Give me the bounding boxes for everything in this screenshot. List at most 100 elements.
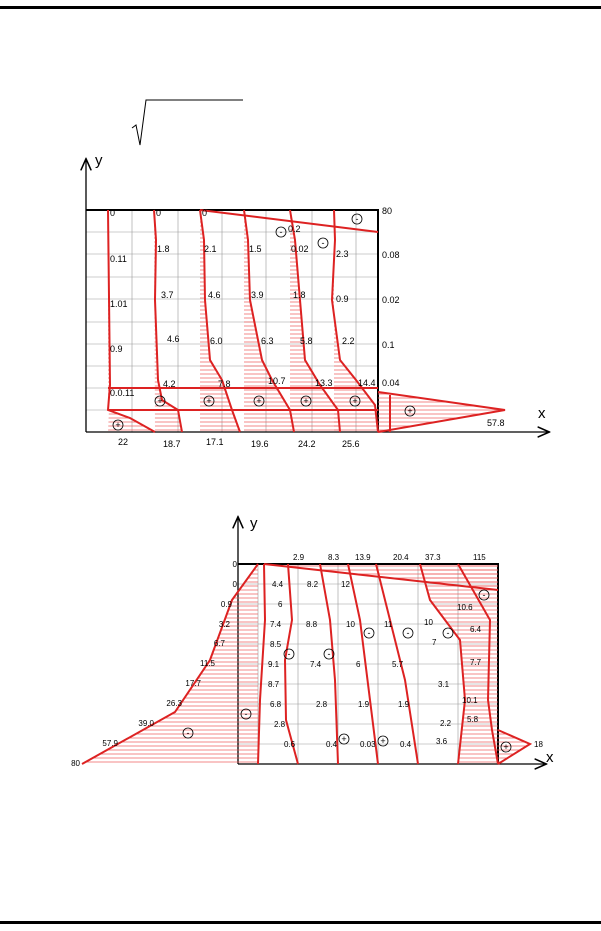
d1-plus-1: + [157, 396, 162, 406]
d2-minus-7: - [187, 728, 190, 738]
d2-c2-3: 2.8 [316, 700, 328, 709]
d1-c3-1: 4.6 [208, 290, 221, 300]
d2-minus-4: - [328, 649, 331, 659]
d2-minus-1: - [447, 628, 450, 638]
d2-c1-5: 8.7 [268, 680, 280, 689]
d2-c4-2: 1.9 [398, 700, 410, 709]
d2-x-axis-label: x [546, 749, 554, 766]
d1-b-2: 17.1 [206, 437, 224, 447]
d2-c2-2: 7.4 [310, 660, 322, 669]
d1-c1-2: 0.9 [110, 344, 123, 354]
d2-left-4: 6.7 [214, 639, 226, 648]
d1-minus-2: - [356, 214, 359, 224]
d2-c1-3: 8.5 [270, 640, 282, 649]
bottom-rule [0, 921, 601, 924]
d1-x-axis-label: x [538, 405, 546, 422]
d1-plus-0: + [115, 420, 120, 430]
d2-c2-1: 8.8 [306, 620, 318, 629]
d2-plus-0: + [341, 734, 346, 744]
d1-c6-4: 14.4 [358, 378, 376, 388]
d1-tip: 57.8 [487, 418, 505, 428]
d2-top-4: 37.3 [425, 553, 441, 562]
d2-c3-1: 10 [346, 620, 355, 629]
d2-c2-0: 8.2 [307, 580, 319, 589]
d2-left-9: 57.9 [102, 739, 118, 748]
d1-c1-0: 0.11 [110, 254, 127, 264]
d2-top-5: 115 [473, 553, 486, 562]
d2-c5-3: 2.2 [440, 719, 452, 728]
d1-plus-2: + [206, 396, 211, 406]
d2-c1-8: 0.6 [284, 740, 296, 749]
d2-minus-2: - [407, 628, 410, 638]
d2-top-2: 13.9 [355, 553, 371, 562]
d2-c3-0: 12 [341, 580, 350, 589]
d2-c3-3: 1.9 [358, 700, 370, 709]
d1-top-1: 0 [156, 208, 161, 218]
d1-c3-3: 7.8 [218, 379, 231, 389]
grid-2 [238, 564, 498, 764]
d2-c1-6: 6.8 [270, 700, 282, 709]
d1-top-2: 0 [202, 208, 207, 218]
d2-left-5: 11.5 [200, 659, 216, 668]
diagram-2: y x 2.9 8.3 13.9 20.4 37.3 115 0 0 0.9 3… [71, 515, 554, 768]
d2-plus-2: + [503, 742, 508, 752]
d2-left-8: 39.0 [138, 719, 154, 728]
d1-b-1: 18.7 [163, 439, 181, 449]
d2-c3-4: 0.03 [360, 740, 376, 749]
d2-c5-2: 3.1 [438, 680, 450, 689]
d2-c1-1: 6 [278, 600, 283, 609]
d2-c5-1: 7 [432, 638, 437, 647]
d1-r-0: 80 [382, 206, 392, 216]
d2-c1-0: 4.4 [272, 580, 284, 589]
sqrt-symbol [131, 99, 243, 146]
d2-minus-5: - [288, 649, 291, 659]
d1-c4-2: 6.3 [261, 336, 274, 346]
d1-minus-1: - [322, 238, 325, 248]
d2-c1-2: 7.4 [270, 620, 282, 629]
d1-c5-1: 1.8 [293, 290, 306, 300]
d1-c6-1: 2.3 [336, 249, 349, 259]
d2-plus-1: + [380, 736, 385, 746]
d1-r-4: 0.04 [382, 378, 400, 388]
d1-minus-0: - [280, 227, 283, 237]
d1-c2-0: 1.8 [157, 244, 170, 254]
d2-left-7: 26.3 [166, 699, 182, 708]
d1-c1-3: 0.0.11 [110, 388, 134, 398]
d2-c6-1: 6.4 [470, 625, 482, 634]
d2-y-axis-label: y [250, 515, 258, 532]
d1-c6-3: 2.2 [342, 336, 355, 346]
d1-r-1: 0.08 [382, 250, 400, 260]
d2-c5-4: 3.6 [436, 737, 448, 746]
d2-top-3: 20.4 [393, 553, 409, 562]
d2-c3-2: 6 [356, 660, 361, 669]
d2-minus-3: - [368, 628, 371, 638]
d1-b-3: 19.6 [251, 439, 269, 449]
d1-r-2: 0.02 [382, 295, 400, 305]
d1-c2-1: 3.7 [161, 290, 174, 300]
d1-c4-1: 3.9 [251, 290, 264, 300]
d1-c5-2: 5.8 [300, 336, 313, 346]
d2-top-1: 8.3 [328, 553, 340, 562]
d1-c6-2: 0.9 [336, 294, 349, 304]
d2-c5-0: 10 [424, 618, 433, 627]
d1-b-0: 22 [118, 437, 128, 447]
d2-left-3: 3.2 [219, 620, 231, 629]
d2-c6-2: 7.7 [470, 658, 482, 667]
d1-r-3: 0.1 [382, 340, 395, 350]
d1-plus-4: + [303, 396, 308, 406]
d1-c5-0: 0.02 [291, 244, 309, 254]
d1-b-5: 25.6 [342, 439, 360, 449]
d1-c3-2: 6.0 [210, 336, 223, 346]
d1-c5-3: 13.3 [315, 378, 333, 388]
d2-left-6: 17.7 [185, 679, 201, 688]
d1-c3-0: 2.1 [204, 244, 217, 254]
d1-plus-3: + [256, 396, 261, 406]
d1-plus-5: + [352, 396, 357, 406]
d2-c6-4: 5.8 [467, 715, 479, 724]
d2-c6-0: 10.6 [457, 603, 473, 612]
d1-c2-2: 4.6 [167, 334, 180, 344]
d1-c4-0: 1.5 [249, 244, 262, 254]
d1-plus-6: + [407, 406, 412, 416]
d2-c1-7: 2.8 [274, 720, 286, 729]
